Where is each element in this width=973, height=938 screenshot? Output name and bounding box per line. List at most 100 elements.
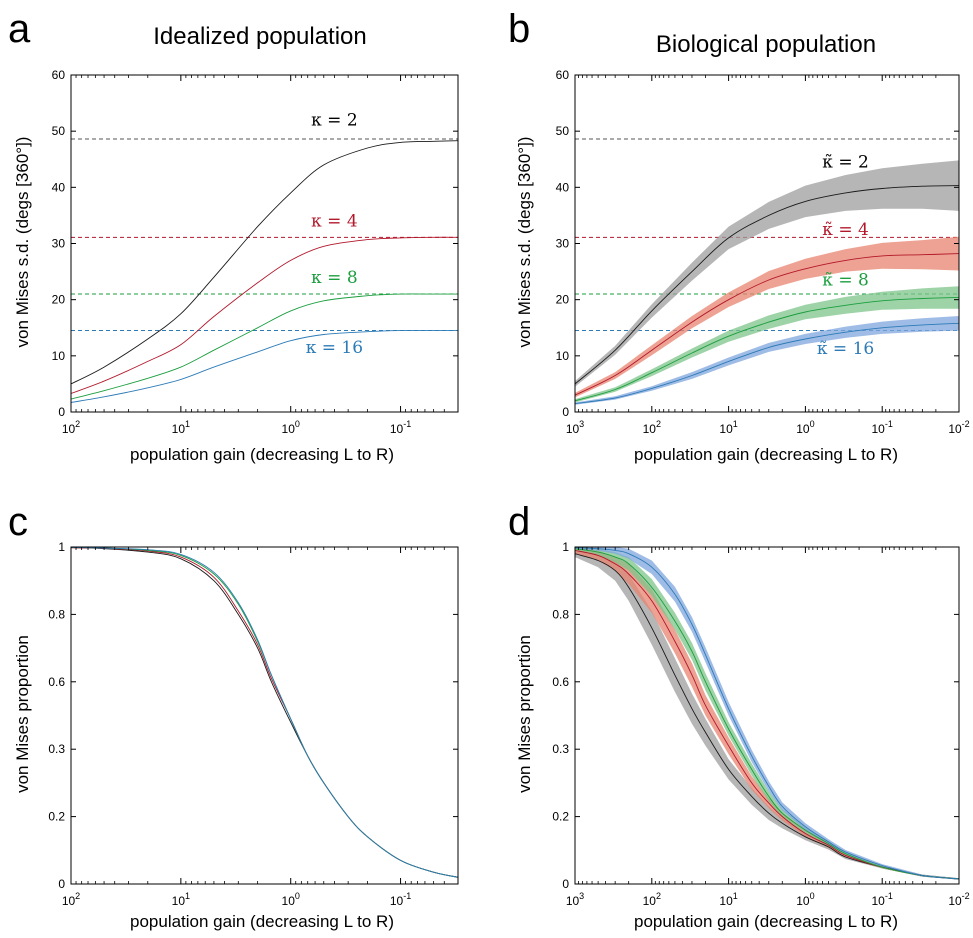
series-line-a-2: [71, 293, 458, 400]
y-tick-label-a-2: 20: [52, 293, 66, 307]
panel-label-c: c: [8, 500, 28, 544]
series-annotation-a-2: κ = 8: [311, 268, 358, 288]
series-line-d-1: [575, 549, 959, 880]
series-line-b-3: [575, 322, 959, 405]
y-tick-label-d-0: 0: [562, 877, 569, 891]
x-tick-label-d-2: 101: [719, 891, 737, 908]
y-tick-label-a-0: 0: [58, 405, 65, 419]
panel-label-a: a: [8, 7, 31, 51]
y-tick-label-c-5: 1: [58, 540, 65, 554]
y-tick-label-c-0: 0: [58, 877, 65, 891]
series-annotation-b-3: κ̃ = 16: [817, 339, 874, 359]
y-axis-label-b: von Mises s.d. (degs [360°]): [515, 137, 534, 348]
band-d-1: [575, 547, 959, 880]
x-tick-label-c-2: 100: [282, 891, 300, 908]
x-tick-label-d-1: 102: [643, 891, 661, 908]
y-tick-label-b-3: 30: [556, 237, 570, 251]
y-tick-label-a-5: 50: [52, 124, 66, 138]
x-tick-label-c-0: 102: [62, 891, 80, 908]
x-tick-label-d-0: 103: [566, 891, 584, 908]
x-tick-label-c-1: 101: [172, 891, 190, 908]
series-annotation-a-0: κ = 2: [311, 111, 358, 131]
series-line-a-3: [71, 330, 458, 403]
y-axis-label-a: von Mises s.d. (degs [360°]): [13, 137, 32, 348]
x-tick-label-b-4: 10-1: [872, 419, 893, 436]
y-tick-label-b-6: 60: [556, 68, 570, 82]
y-tick-label-b-2: 20: [556, 293, 570, 307]
y-tick-label-d-2: 0.3: [552, 742, 569, 756]
plot-area-d: [575, 547, 959, 880]
y-tick-label-a-4: 40: [52, 180, 66, 194]
plot-area-c: [71, 547, 458, 878]
y-tick-label-a-3: 30: [52, 237, 66, 251]
y-tick-label-b-1: 10: [556, 349, 570, 363]
band-b-0: [575, 160, 959, 387]
y-axis-label-d: von Mises proportion: [515, 635, 534, 793]
panel-label-b: b: [508, 7, 530, 51]
series-line-c-3: [71, 547, 458, 878]
plot-area-b: [575, 138, 959, 405]
plot-frame-d: [574, 546, 960, 885]
series-line-a-1: [71, 236, 458, 394]
series-line-d-2: [575, 548, 959, 880]
y-axis-label-c: von Mises proportion: [13, 635, 32, 793]
y-tick-label-a-6: 60: [52, 68, 66, 82]
panel-c: c population gain (decreasing L to R) vo…: [8, 500, 459, 931]
series-annotation-b-1: κ̃ = 4: [822, 220, 869, 240]
x-tick-label-a-1: 101: [172, 419, 190, 436]
x-tick-label-b-3: 100: [796, 419, 814, 436]
y-tick-label-c-1: 0.2: [48, 810, 65, 824]
series-line-b-2: [575, 296, 959, 402]
series-annotation-a-3: κ = 16: [306, 338, 363, 358]
y-tick-label-c-3: 0.6: [48, 675, 65, 689]
panel-d: d population gain (decreasing L to R) vo…: [508, 500, 970, 931]
series-line-d-0: [575, 553, 959, 880]
x-axis-label-a: population gain (decreasing L to R): [130, 445, 394, 464]
y-tick-label-d-5: 1: [562, 540, 569, 554]
x-tick-label-d-3: 100: [796, 891, 814, 908]
series-annotation-b-2: κ̃ = 8: [822, 271, 869, 291]
x-tick-label-b-1: 102: [643, 419, 661, 436]
x-tick-label-b-2: 101: [719, 419, 737, 436]
x-tick-label-c-3: 10-1: [390, 891, 411, 908]
series-line-b-1: [575, 253, 959, 396]
series-line-c-2: [71, 547, 458, 878]
x-axis-label-b: population gain (decreasing L to R): [634, 445, 898, 464]
band-b-2: [575, 286, 959, 403]
y-tick-label-a-1: 10: [52, 349, 66, 363]
y-tick-label-c-2: 0.3: [48, 742, 65, 756]
series-line-a-0: [71, 140, 458, 385]
series-line-b-0: [575, 185, 959, 385]
series-annotation-a-1: κ = 4: [311, 212, 358, 232]
x-axis-label-d: population gain (decreasing L to R): [634, 912, 898, 931]
x-tick-label-d-4: 10-1: [872, 891, 893, 908]
panel-b: b Biological population population gain …: [508, 7, 970, 464]
y-tick-label-c-4: 0.8: [48, 607, 65, 621]
y-tick-label-b-5: 50: [556, 124, 570, 138]
x-tick-label-d-5: 10-2: [948, 891, 969, 908]
panel-title-a: Idealized population: [153, 23, 367, 50]
x-tick-label-b-5: 10-2: [948, 419, 969, 436]
panel-a: a Idealized population population gain (…: [8, 7, 459, 464]
y-tick-label-b-0: 0: [562, 405, 569, 419]
plot-frame-a: [70, 74, 459, 413]
band-b-1: [575, 236, 959, 398]
series-line-c-0: [71, 547, 458, 878]
y-tick-label-d-1: 0.2: [552, 810, 569, 824]
x-tick-label-a-2: 100: [282, 419, 300, 436]
y-tick-label-d-3: 0.6: [552, 675, 569, 689]
panel-title-b: Biological population: [656, 31, 876, 58]
x-tick-label-a-3: 10-1: [390, 419, 411, 436]
x-tick-label-a-0: 102: [62, 419, 80, 436]
band-d-0: [575, 550, 959, 880]
plot-frame-c: [70, 546, 459, 885]
y-tick-label-b-4: 40: [556, 180, 570, 194]
series-line-d-3: [575, 547, 959, 880]
plot-area-a: [71, 138, 458, 403]
series-line-c-1: [71, 547, 458, 878]
x-axis-label-c: population gain (decreasing L to R): [130, 912, 394, 931]
panel-label-d: d: [508, 500, 530, 544]
series-annotation-b-0: κ̃ = 2: [822, 153, 869, 173]
x-tick-label-b-0: 103: [566, 419, 584, 436]
